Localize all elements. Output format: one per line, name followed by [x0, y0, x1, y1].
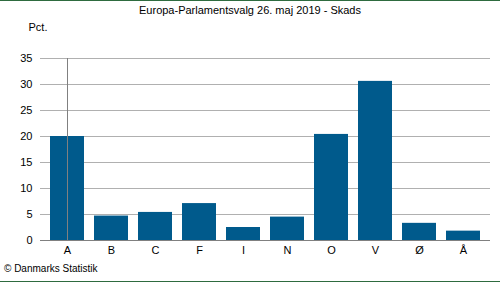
svg-text:N: N	[284, 244, 292, 256]
svg-text:Ø: Ø	[415, 244, 424, 256]
svg-text:A: A	[64, 244, 72, 256]
svg-text:B: B	[108, 244, 115, 256]
html-text:Europa-Parlamentsvalg 26. maj: Europa-Parlamentsvalg 26. maj 2019 - Ska…	[139, 4, 361, 16]
svg-text:Å: Å	[460, 244, 468, 256]
svg-text:30: 30	[20, 78, 32, 90]
svg-text:V: V	[372, 244, 380, 256]
svg-text:C: C	[152, 244, 160, 256]
svg-text:15: 15	[20, 156, 32, 168]
svg-text:I: I	[242, 244, 245, 256]
svg-text:0: 0	[26, 234, 32, 246]
svg-text:O: O	[327, 244, 336, 256]
svg-text:5: 5	[26, 208, 32, 220]
svg-text:F: F	[196, 244, 203, 256]
svg-text:35: 35	[20, 52, 32, 64]
svg-text:10: 10	[20, 182, 32, 194]
svg-text:20: 20	[20, 130, 32, 142]
svg-text:Pct.: Pct.	[29, 21, 48, 33]
svg-text:25: 25	[20, 104, 32, 116]
html-text:© Danmarks Statistik: © Danmarks Statistik	[4, 263, 98, 274]
